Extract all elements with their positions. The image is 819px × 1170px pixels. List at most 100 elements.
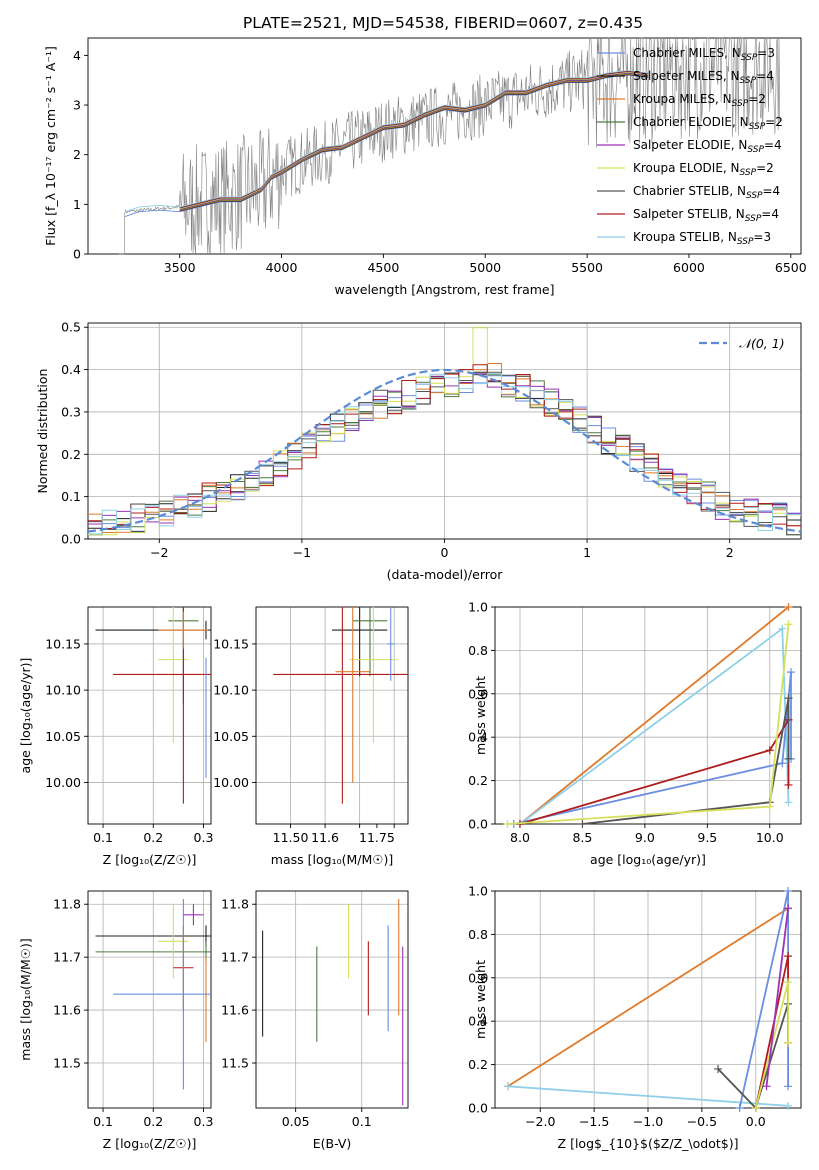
model-line-0 — [124, 74, 649, 218]
y-tick-label: 10.10 — [45, 683, 81, 698]
x-tick-label: 2 — [726, 545, 734, 560]
y-axis-label: mass weight — [473, 676, 488, 755]
x-tick-label: 5500 — [571, 260, 603, 275]
weight-marker — [784, 603, 793, 611]
x-tick-label: 0.0 — [746, 1114, 766, 1129]
weight-marker — [784, 694, 793, 703]
x-tick-label: 0.1 — [352, 1114, 372, 1129]
weight-marker — [784, 780, 793, 789]
x-tick-label: 11.6 — [311, 830, 339, 845]
model-line-5 — [179, 71, 649, 210]
y-tick-label: 0.2 — [468, 773, 488, 788]
x-axis-label: E(B-V) — [313, 1136, 352, 1151]
x-tick-label: 1 — [583, 545, 591, 560]
y-tick-label: 10.10 — [213, 683, 249, 698]
x-axis-label: Z [log₁₀(Z/Z☉)] — [103, 852, 197, 867]
legend-entry: Kroupa STELIB, NSSP=3 — [633, 230, 771, 247]
weight-marker — [778, 624, 787, 633]
y-axis-label: age [log₁₀(age/yr)] — [18, 658, 33, 774]
weight-marker — [784, 904, 793, 913]
weight-marker — [784, 952, 793, 961]
histogram-series-5 — [88, 327, 801, 536]
x-tick-label: −1.5 — [579, 1114, 609, 1129]
weight-marker — [503, 820, 512, 828]
x-axis-label: (data-model)/error — [387, 567, 504, 582]
y-tick-label: 10.15 — [213, 636, 249, 651]
legend-entry: Chabrier ELODIE, NSSP=2 — [633, 115, 783, 132]
y-tick-label: 1.0 — [468, 884, 488, 899]
errorbar-group — [95, 607, 211, 804]
model-line-1 — [179, 74, 649, 212]
y-tick-label: 0.2 — [468, 1057, 488, 1072]
y-tick-label: 0.8 — [468, 643, 488, 658]
y-axis-label: Flux [f_λ 10⁻¹⁷ erg cm⁻² s⁻¹ A⁻¹] — [43, 46, 58, 246]
x-tick-label: 9.5 — [697, 830, 717, 845]
x-tick-label: 6000 — [673, 260, 705, 275]
weight-marker — [784, 1038, 793, 1047]
x-tick-label: 0.2 — [143, 830, 163, 845]
weight-marker — [578, 820, 587, 828]
x-tick-label: −1.0 — [633, 1114, 663, 1129]
x-tick-label: 0.1 — [93, 830, 113, 845]
figure-title: PLATE=2521, MJD=54538, FIBERID=0607, z=0… — [243, 14, 643, 32]
y-tick-label: 11.7 — [53, 950, 81, 965]
y-tick-label: 0.4 — [468, 730, 488, 745]
age_vs_mass-panel: 11.50 11.6 11.75 10.00 10.05 10.10 10.15 mass [… — [213, 606, 409, 867]
x-tick-label: −2 — [150, 545, 168, 560]
model-line-6 — [179, 71, 649, 209]
errorbar-group — [95, 898, 211, 1090]
y-tick-label: 11.6 — [221, 1003, 249, 1018]
data-spectrum-line — [118, 36, 781, 255]
y-tick-label: 11.5 — [221, 1056, 249, 1071]
age_vs_Z-panel: 0.1 0.2 0.3 10.00 10.05 10.10 10.15 Z [log₁₀(Z/… — [18, 606, 214, 867]
x-tick-label: 0.3 — [194, 830, 214, 845]
x-tick-label: 9.0 — [635, 830, 655, 845]
weight-series-4 — [582, 697, 790, 825]
errorbar-group — [273, 607, 408, 804]
y-tick-label: 1 — [73, 197, 81, 212]
y-tick-label: 11.6 — [53, 1003, 81, 1018]
weight-marker — [735, 1104, 744, 1112]
weight-series-6 — [765, 908, 789, 1087]
x-tick-label: 3500 — [164, 260, 196, 275]
legend-entry: Kroupa ELODIE, NSSP=2 — [633, 161, 774, 178]
x-tick-label: 4000 — [266, 260, 298, 275]
x-tick-label: 4500 — [367, 260, 399, 275]
legend-entry: Chabrier STELIB, NSSP=4 — [633, 184, 780, 201]
mass_vs_Z-panel: 0.1 0.2 0.3 11.5 11.6 11.7 11.8 Z [log₁₀(Z/Z☉)]… — [18, 890, 214, 1151]
x-tick-label: 0.3 — [194, 1114, 214, 1129]
legend-entry: Salpeter ELODIE, NSSP=4 — [633, 138, 782, 155]
weight-series-2 — [513, 672, 792, 825]
weight-marker — [784, 754, 793, 763]
legend-entry: Kroupa MILES, NSSP=2 — [633, 92, 766, 109]
weight-marker — [784, 620, 793, 629]
mass_vs_ebv-panel: 0.05 0.1 11.5 11.6 11.7 11.8 E(B-V) — [221, 890, 409, 1151]
y-axis-label: mass weight — [473, 960, 488, 1039]
weight-series-3 — [754, 955, 789, 1109]
y-tick-label: 4 — [73, 48, 81, 63]
weight_vs_age-panel: 8.0 8.5 9.0 9.5 10.0 0.0 0.2 0.4 0.6 0.8 1.0 age [l… — [468, 600, 802, 867]
weight-marker — [784, 1082, 793, 1091]
weight-marker — [762, 1082, 771, 1091]
weight-marker — [784, 887, 793, 895]
y-tick-label: 11.8 — [221, 897, 249, 912]
y-tick-label: 10.00 — [213, 775, 249, 790]
x-tick-label: 11.75 — [359, 830, 395, 845]
y-tick-label: 0.3 — [61, 404, 81, 419]
y-tick-label: 11.5 — [53, 1056, 81, 1071]
x-tick-label: 11.50 — [273, 830, 309, 845]
x-tick-label: 0.05 — [282, 1114, 310, 1129]
model-line-3 — [179, 72, 649, 211]
legend-entry: Chabrier MILES, NSSP=3 — [633, 46, 775, 63]
y-tick-label: 0.1 — [61, 489, 81, 504]
spectrum-panel: 3500 4000 4500 5000 5500 6000 6500 0 1 2 3 4 wavelen… — [43, 36, 807, 297]
y-tick-label: 0.2 — [61, 447, 81, 462]
x-axis-label: Z [log$_{10}$($Z/Z_\odot$)] — [558, 1136, 739, 1151]
x-axis-label: wavelength [Angstrom, rest frame] — [334, 282, 554, 297]
x-tick-label: −2.0 — [525, 1114, 555, 1129]
y-tick-label: 0.8 — [468, 927, 488, 942]
x-tick-label: 8.0 — [510, 830, 530, 845]
weight-marker — [765, 746, 774, 755]
model-line-8 — [124, 69, 649, 213]
